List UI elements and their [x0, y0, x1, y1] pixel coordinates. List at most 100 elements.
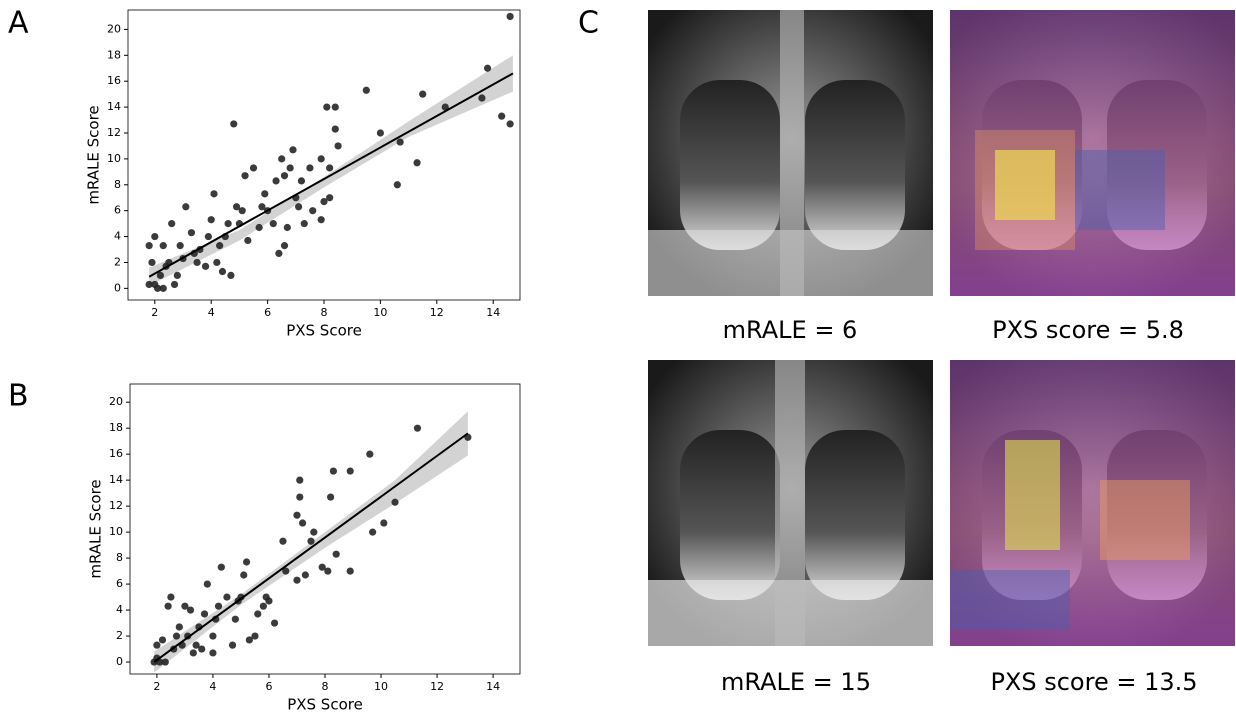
- data-point: [224, 220, 232, 228]
- data-point: [240, 571, 248, 579]
- data-point: [293, 511, 301, 519]
- data-point: [170, 280, 179, 289]
- y-tick-label: 18: [107, 48, 121, 61]
- panel-label: C: [578, 6, 599, 41]
- data-point: [331, 103, 339, 111]
- data-point: [413, 424, 422, 432]
- data-point: [380, 519, 388, 527]
- data-point: [216, 242, 224, 250]
- data-point: [189, 649, 197, 657]
- data-point: [320, 198, 328, 206]
- data-point: [334, 142, 342, 150]
- x-tick-label: 14: [486, 306, 500, 319]
- data-point: [209, 649, 217, 657]
- data-point: [269, 220, 277, 228]
- data-point: [296, 476, 304, 484]
- data-point: [181, 602, 189, 610]
- data-point: [362, 86, 370, 94]
- data-point: [300, 220, 308, 228]
- data-point: [506, 12, 514, 21]
- xray: [648, 360, 933, 646]
- data-point: [369, 528, 377, 536]
- y-tick-label: 6: [116, 577, 123, 590]
- heatmap: [950, 360, 1235, 646]
- data-point: [310, 528, 318, 536]
- y-tick-label: 14: [107, 100, 121, 113]
- data-point: [203, 580, 211, 588]
- y-tick-label: 8: [114, 178, 121, 191]
- data-point: [326, 164, 334, 172]
- data-point: [159, 284, 167, 292]
- y-axis-label: mRALE Score: [87, 479, 105, 578]
- data-point: [241, 172, 249, 180]
- data-point: [151, 280, 159, 289]
- y-tick-label: 20: [107, 22, 121, 35]
- data-point: [172, 632, 181, 640]
- xray: [648, 10, 933, 296]
- data-point: [376, 129, 385, 137]
- data-point: [280, 172, 289, 180]
- data-point: [210, 190, 218, 198]
- data-point: [258, 203, 266, 211]
- data-point: [309, 207, 317, 215]
- x-tick-label: 10: [373, 306, 387, 319]
- data-point: [223, 593, 231, 601]
- data-point: [145, 242, 153, 250]
- data-point: [391, 498, 399, 506]
- data-point: [204, 232, 212, 241]
- data-point: [213, 258, 221, 267]
- data-point: [329, 467, 338, 475]
- data-point: [230, 120, 238, 128]
- data-point: [182, 203, 190, 211]
- data-point: [419, 90, 427, 98]
- x-tick-label: 2: [153, 680, 160, 693]
- data-point: [289, 146, 297, 154]
- y-tick-label: 4: [114, 230, 121, 243]
- x-tick-label: 14: [486, 680, 500, 693]
- data-point: [498, 112, 506, 120]
- y-tick-label: 0: [114, 281, 121, 294]
- y-tick-label: 12: [107, 126, 121, 139]
- data-point: [232, 203, 241, 211]
- data-point: [307, 537, 315, 545]
- panel-label: B: [8, 379, 29, 414]
- data-point: [298, 519, 307, 527]
- x-tick-label: 6: [264, 306, 271, 319]
- data-point: [255, 223, 263, 232]
- image-caption: mRALE = 6: [723, 316, 858, 344]
- x-axis-label: PXS Score: [286, 322, 362, 340]
- x-tick-label: 4: [208, 306, 215, 319]
- x-tick-label: 2: [151, 306, 158, 319]
- confidence-band: [149, 55, 513, 286]
- data-point: [198, 645, 206, 653]
- data-point: [327, 493, 335, 501]
- x-axis-label: PXS Score: [287, 696, 363, 714]
- data-point: [278, 155, 286, 163]
- data-point: [265, 597, 273, 605]
- data-point: [332, 550, 340, 558]
- data-point: [279, 537, 287, 545]
- data-point: [478, 94, 486, 102]
- y-tick-label: 2: [114, 255, 121, 268]
- data-point: [282, 567, 290, 575]
- y-tick-label: 10: [109, 525, 123, 538]
- data-point: [272, 177, 280, 185]
- data-point: [270, 619, 279, 627]
- data-point: [192, 641, 200, 649]
- data-point: [159, 242, 167, 250]
- x-tick-label: 12: [430, 306, 444, 319]
- data-point: [238, 207, 246, 215]
- data-point: [209, 632, 217, 640]
- data-point: [148, 258, 156, 267]
- confidence-band: [154, 411, 468, 673]
- data-point: [164, 602, 172, 610]
- regression-line: [148, 72, 514, 278]
- data-point: [396, 138, 404, 146]
- x-tick-label: 12: [430, 680, 444, 693]
- data-point: [441, 103, 449, 111]
- data-point: [326, 194, 334, 202]
- data-point: [156, 271, 165, 280]
- data-point: [218, 267, 227, 276]
